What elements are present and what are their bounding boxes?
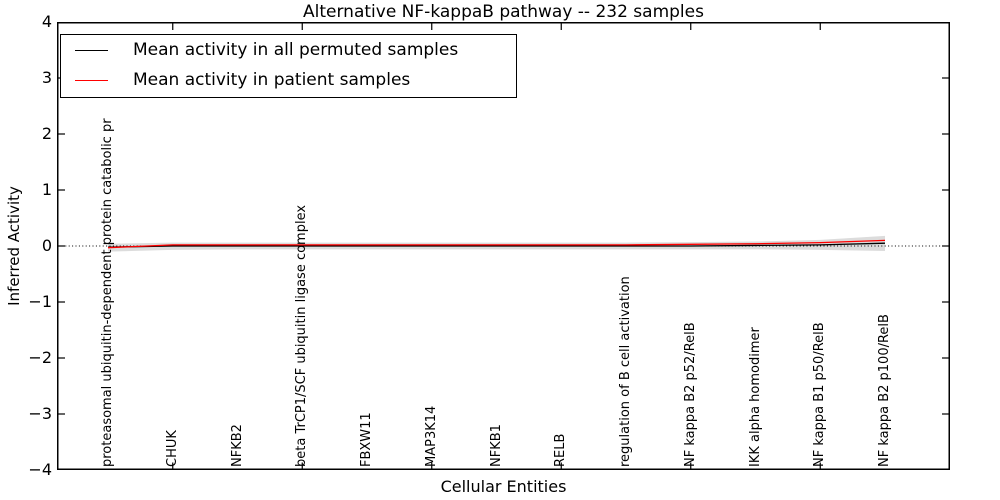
y-tick-label: −4 xyxy=(28,460,52,479)
x-category-label: RELB xyxy=(553,433,569,467)
legend-entry: Mean activity in all permuted samples xyxy=(61,35,516,65)
x-category-label: NF kappa B2 p52/RelB xyxy=(682,322,698,467)
x-category-label: NF kappa B1 p50/RelB xyxy=(812,322,828,467)
legend-label: Mean activity in all permuted samples xyxy=(133,40,459,60)
legend-line-swatch xyxy=(75,79,108,81)
confidence-band xyxy=(108,235,885,252)
legend-box: Mean activity in all permuted samples Mea… xyxy=(60,34,517,98)
x-category-label: FBXW11 xyxy=(359,412,374,467)
series-line xyxy=(107,239,886,249)
x-category-label: NFKB2 xyxy=(229,424,245,467)
x-category-label: IKK alpha homodimer xyxy=(747,327,763,467)
x-category-label: CHUK xyxy=(164,430,180,467)
x-category-label: NF kappa B2 p100/RelB xyxy=(877,314,892,467)
chart-canvas xyxy=(57,21,950,471)
y-tick-label: 1 xyxy=(41,180,52,199)
y-tick-label: 4 xyxy=(41,12,52,31)
legend-line-swatch xyxy=(75,49,108,51)
y-tick-label: 2 xyxy=(41,124,52,143)
series-line xyxy=(107,242,886,248)
y-tick-label: 3 xyxy=(41,68,52,87)
y-tick-label: −3 xyxy=(28,404,52,423)
x-category-label: NFKB1 xyxy=(488,424,504,467)
x-axis-label: Cellular Entities xyxy=(440,477,567,496)
x-category-label: regulation of B cell activation xyxy=(618,276,633,467)
x-category-label: MAP3K14 xyxy=(423,405,439,467)
legend-entries: Mean activity in all permuted samples Mea… xyxy=(61,35,516,95)
x-category-label: proteasomal ubiquitin-dependent protein … xyxy=(100,118,115,467)
y-tick-label: −2 xyxy=(28,348,52,367)
legend-label: Mean activity in patient samples xyxy=(133,70,411,90)
chart-title: Alternative NF-kappaB pathway -- 232 sam… xyxy=(303,2,704,22)
legend-entry: Mean activity in patient samples xyxy=(61,65,516,95)
plot-area: proteasomal ubiquitin-dependent protein … xyxy=(57,21,950,471)
y-tick-label: −1 xyxy=(28,292,52,311)
x-category-label: beta TrCP1/SCF ubiquitin ligase complex xyxy=(294,204,310,467)
y-tick-label: 0 xyxy=(41,236,52,255)
axes-frame xyxy=(57,22,950,470)
